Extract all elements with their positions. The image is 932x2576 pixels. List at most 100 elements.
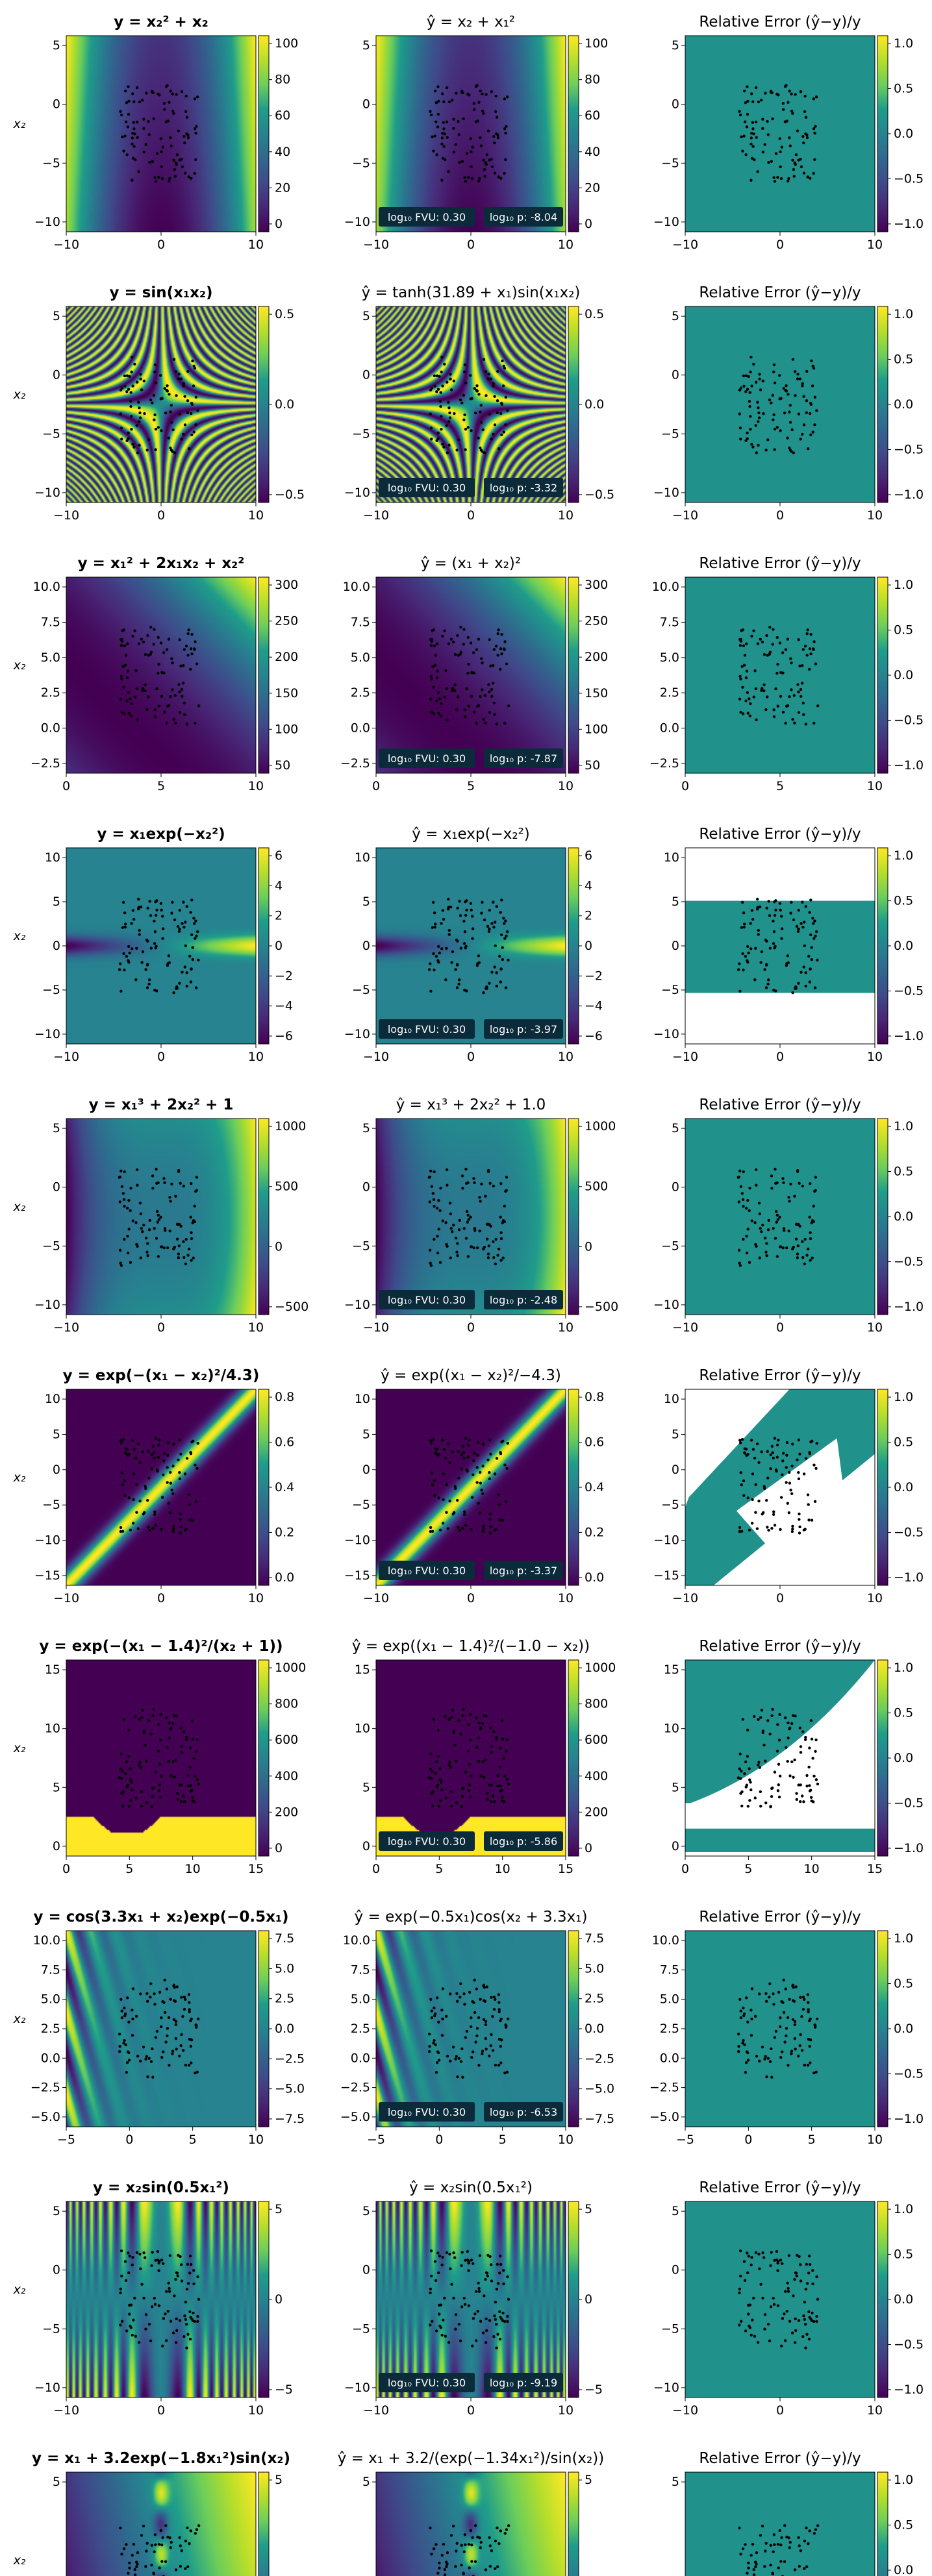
sample-point bbox=[433, 2006, 436, 2010]
sample-point bbox=[739, 2274, 742, 2278]
colorbar-tick-label: 50 bbox=[585, 758, 600, 773]
sample-point bbox=[170, 1774, 173, 1777]
x-tick-label: 0 bbox=[62, 1862, 70, 1876]
sample-point bbox=[147, 1526, 150, 1529]
sample-point bbox=[478, 1229, 481, 1233]
sample-point bbox=[460, 2544, 464, 2547]
colorbar-tick-label: 1.0 bbox=[894, 578, 913, 592]
sample-point bbox=[159, 1774, 163, 1778]
sample-point bbox=[186, 632, 190, 636]
sample-point bbox=[776, 176, 779, 179]
sample-points bbox=[119, 2524, 201, 2576]
sample-point bbox=[169, 1470, 172, 1474]
sample-point bbox=[457, 978, 461, 982]
sample-point bbox=[507, 958, 510, 962]
sample-point bbox=[765, 1254, 768, 1257]
metric-badges: log₁₀ FVU: 0.30 log₁₀ p: -3.97 bbox=[379, 1019, 563, 1039]
sample-point bbox=[770, 1795, 774, 1798]
sample-point bbox=[131, 142, 134, 146]
sample-point bbox=[783, 2312, 786, 2316]
sample-point bbox=[813, 423, 816, 427]
y-tick-label: −10 bbox=[653, 2381, 679, 2395]
sample-point bbox=[179, 664, 183, 668]
sample-point bbox=[799, 1996, 802, 1999]
p-badge bbox=[484, 2102, 563, 2122]
sample-point bbox=[475, 963, 479, 967]
sample-point bbox=[465, 908, 468, 912]
sample-point bbox=[123, 1494, 127, 1497]
sample-point bbox=[787, 101, 790, 104]
sample-point bbox=[120, 1185, 124, 1188]
sample-point bbox=[131, 909, 135, 912]
sample-point bbox=[742, 374, 746, 378]
sample-point bbox=[774, 1237, 777, 1240]
sample-point bbox=[153, 1227, 156, 1230]
sample-point bbox=[161, 927, 165, 930]
sample-point bbox=[746, 1728, 749, 1732]
sample-point bbox=[158, 2260, 161, 2263]
y-tick-label: −10 bbox=[344, 1027, 370, 1041]
sample-point bbox=[755, 2551, 759, 2555]
sample-point bbox=[744, 374, 748, 377]
sample-point bbox=[446, 718, 449, 722]
sample-point bbox=[766, 133, 770, 136]
sample-point bbox=[438, 697, 442, 700]
sample-point bbox=[480, 911, 483, 915]
sample-point bbox=[482, 991, 485, 995]
sample-point bbox=[751, 445, 755, 449]
sample-point bbox=[186, 2565, 190, 2568]
x-tick-label: 0 bbox=[467, 508, 475, 523]
colorbar-tick-label: −1.0 bbox=[894, 2383, 924, 2397]
sample-point bbox=[171, 2050, 175, 2053]
sample-point bbox=[460, 90, 464, 93]
sample-point bbox=[469, 902, 473, 905]
sample-point bbox=[127, 1755, 131, 1758]
sample-point bbox=[816, 958, 819, 962]
sample-point bbox=[127, 712, 131, 715]
sample-point bbox=[448, 416, 452, 419]
sample-point bbox=[771, 117, 774, 121]
x-tick-label: −10 bbox=[363, 1050, 389, 1064]
sample-point bbox=[146, 634, 149, 638]
fvu-label: log₁₀ FVU: 0.30 bbox=[388, 752, 466, 765]
sample-point bbox=[449, 2267, 452, 2271]
sample-point bbox=[492, 2007, 496, 2011]
sample-point bbox=[157, 2542, 161, 2546]
y-tick-label: 5 bbox=[672, 1427, 679, 1441]
sample-point bbox=[488, 638, 491, 641]
sample-point bbox=[480, 1182, 483, 1185]
sample-point bbox=[772, 708, 775, 712]
sample-point bbox=[772, 628, 775, 631]
colorbar-tick-label: 0.0 bbox=[894, 1751, 913, 1765]
sample-point bbox=[748, 399, 751, 403]
sample-point bbox=[479, 136, 482, 140]
sample-point bbox=[160, 429, 163, 432]
sample-point bbox=[153, 1992, 156, 1996]
sample-point bbox=[811, 2311, 814, 2315]
sample-point bbox=[433, 663, 437, 667]
colorbar-tick-label: 80 bbox=[585, 73, 600, 87]
sample-point bbox=[126, 1234, 129, 1238]
sample-point bbox=[470, 1496, 474, 1499]
sample-point bbox=[785, 2309, 788, 2313]
sample-point bbox=[816, 2524, 820, 2527]
heatmap-image bbox=[66, 36, 256, 232]
sample-point bbox=[136, 1183, 139, 1187]
sample-point bbox=[472, 651, 475, 654]
sample-point bbox=[772, 1510, 775, 1513]
sample-point bbox=[492, 664, 495, 667]
sample-point bbox=[762, 689, 766, 693]
sample-point bbox=[160, 2056, 164, 2059]
sample-point bbox=[129, 1767, 132, 1770]
sample-point bbox=[159, 641, 163, 645]
colorbar bbox=[877, 35, 888, 232]
axes-frame bbox=[375, 2471, 566, 2576]
sample-point bbox=[488, 412, 492, 415]
sample-point bbox=[781, 710, 785, 714]
sample-point bbox=[779, 177, 783, 180]
sample-point bbox=[146, 1254, 149, 1257]
sample-point bbox=[794, 2271, 798, 2275]
sample-point bbox=[495, 2287, 499, 2291]
sample-point bbox=[464, 1437, 468, 1440]
sample-point bbox=[804, 2346, 807, 2349]
